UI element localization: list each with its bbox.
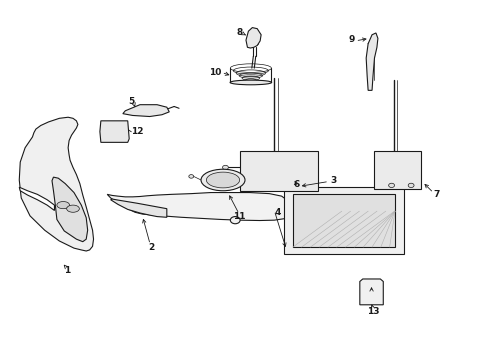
- Text: 11: 11: [233, 212, 245, 221]
- Polygon shape: [19, 187, 54, 211]
- Text: 6: 6: [293, 180, 299, 189]
- Text: 2: 2: [148, 243, 154, 252]
- Circle shape: [230, 217, 240, 224]
- Circle shape: [222, 174, 228, 179]
- Ellipse shape: [206, 172, 240, 188]
- Polygon shape: [366, 33, 378, 90]
- Polygon shape: [111, 199, 167, 217]
- Text: 8: 8: [236, 28, 242, 37]
- Text: 3: 3: [331, 176, 337, 185]
- Polygon shape: [284, 187, 404, 253]
- Circle shape: [222, 165, 228, 170]
- Ellipse shape: [230, 80, 271, 85]
- Text: 10: 10: [210, 68, 222, 77]
- Circle shape: [408, 183, 414, 188]
- Text: 5: 5: [128, 96, 135, 105]
- Text: 12: 12: [131, 127, 144, 136]
- Text: 13: 13: [367, 307, 379, 316]
- Text: 4: 4: [274, 208, 281, 217]
- Text: 1: 1: [64, 266, 70, 275]
- Polygon shape: [240, 151, 318, 191]
- Polygon shape: [123, 105, 169, 117]
- Polygon shape: [100, 121, 129, 142]
- Polygon shape: [374, 151, 421, 189]
- Circle shape: [389, 183, 394, 188]
- Polygon shape: [246, 28, 261, 48]
- Ellipse shape: [67, 205, 79, 212]
- Polygon shape: [360, 279, 383, 305]
- Ellipse shape: [57, 202, 70, 209]
- Circle shape: [222, 181, 228, 186]
- Polygon shape: [19, 117, 94, 251]
- Polygon shape: [293, 194, 395, 247]
- Polygon shape: [107, 193, 292, 221]
- Text: 7: 7: [433, 190, 440, 199]
- Ellipse shape: [201, 169, 245, 191]
- Circle shape: [189, 175, 194, 178]
- Text: 9: 9: [348, 35, 355, 44]
- Polygon shape: [52, 177, 88, 242]
